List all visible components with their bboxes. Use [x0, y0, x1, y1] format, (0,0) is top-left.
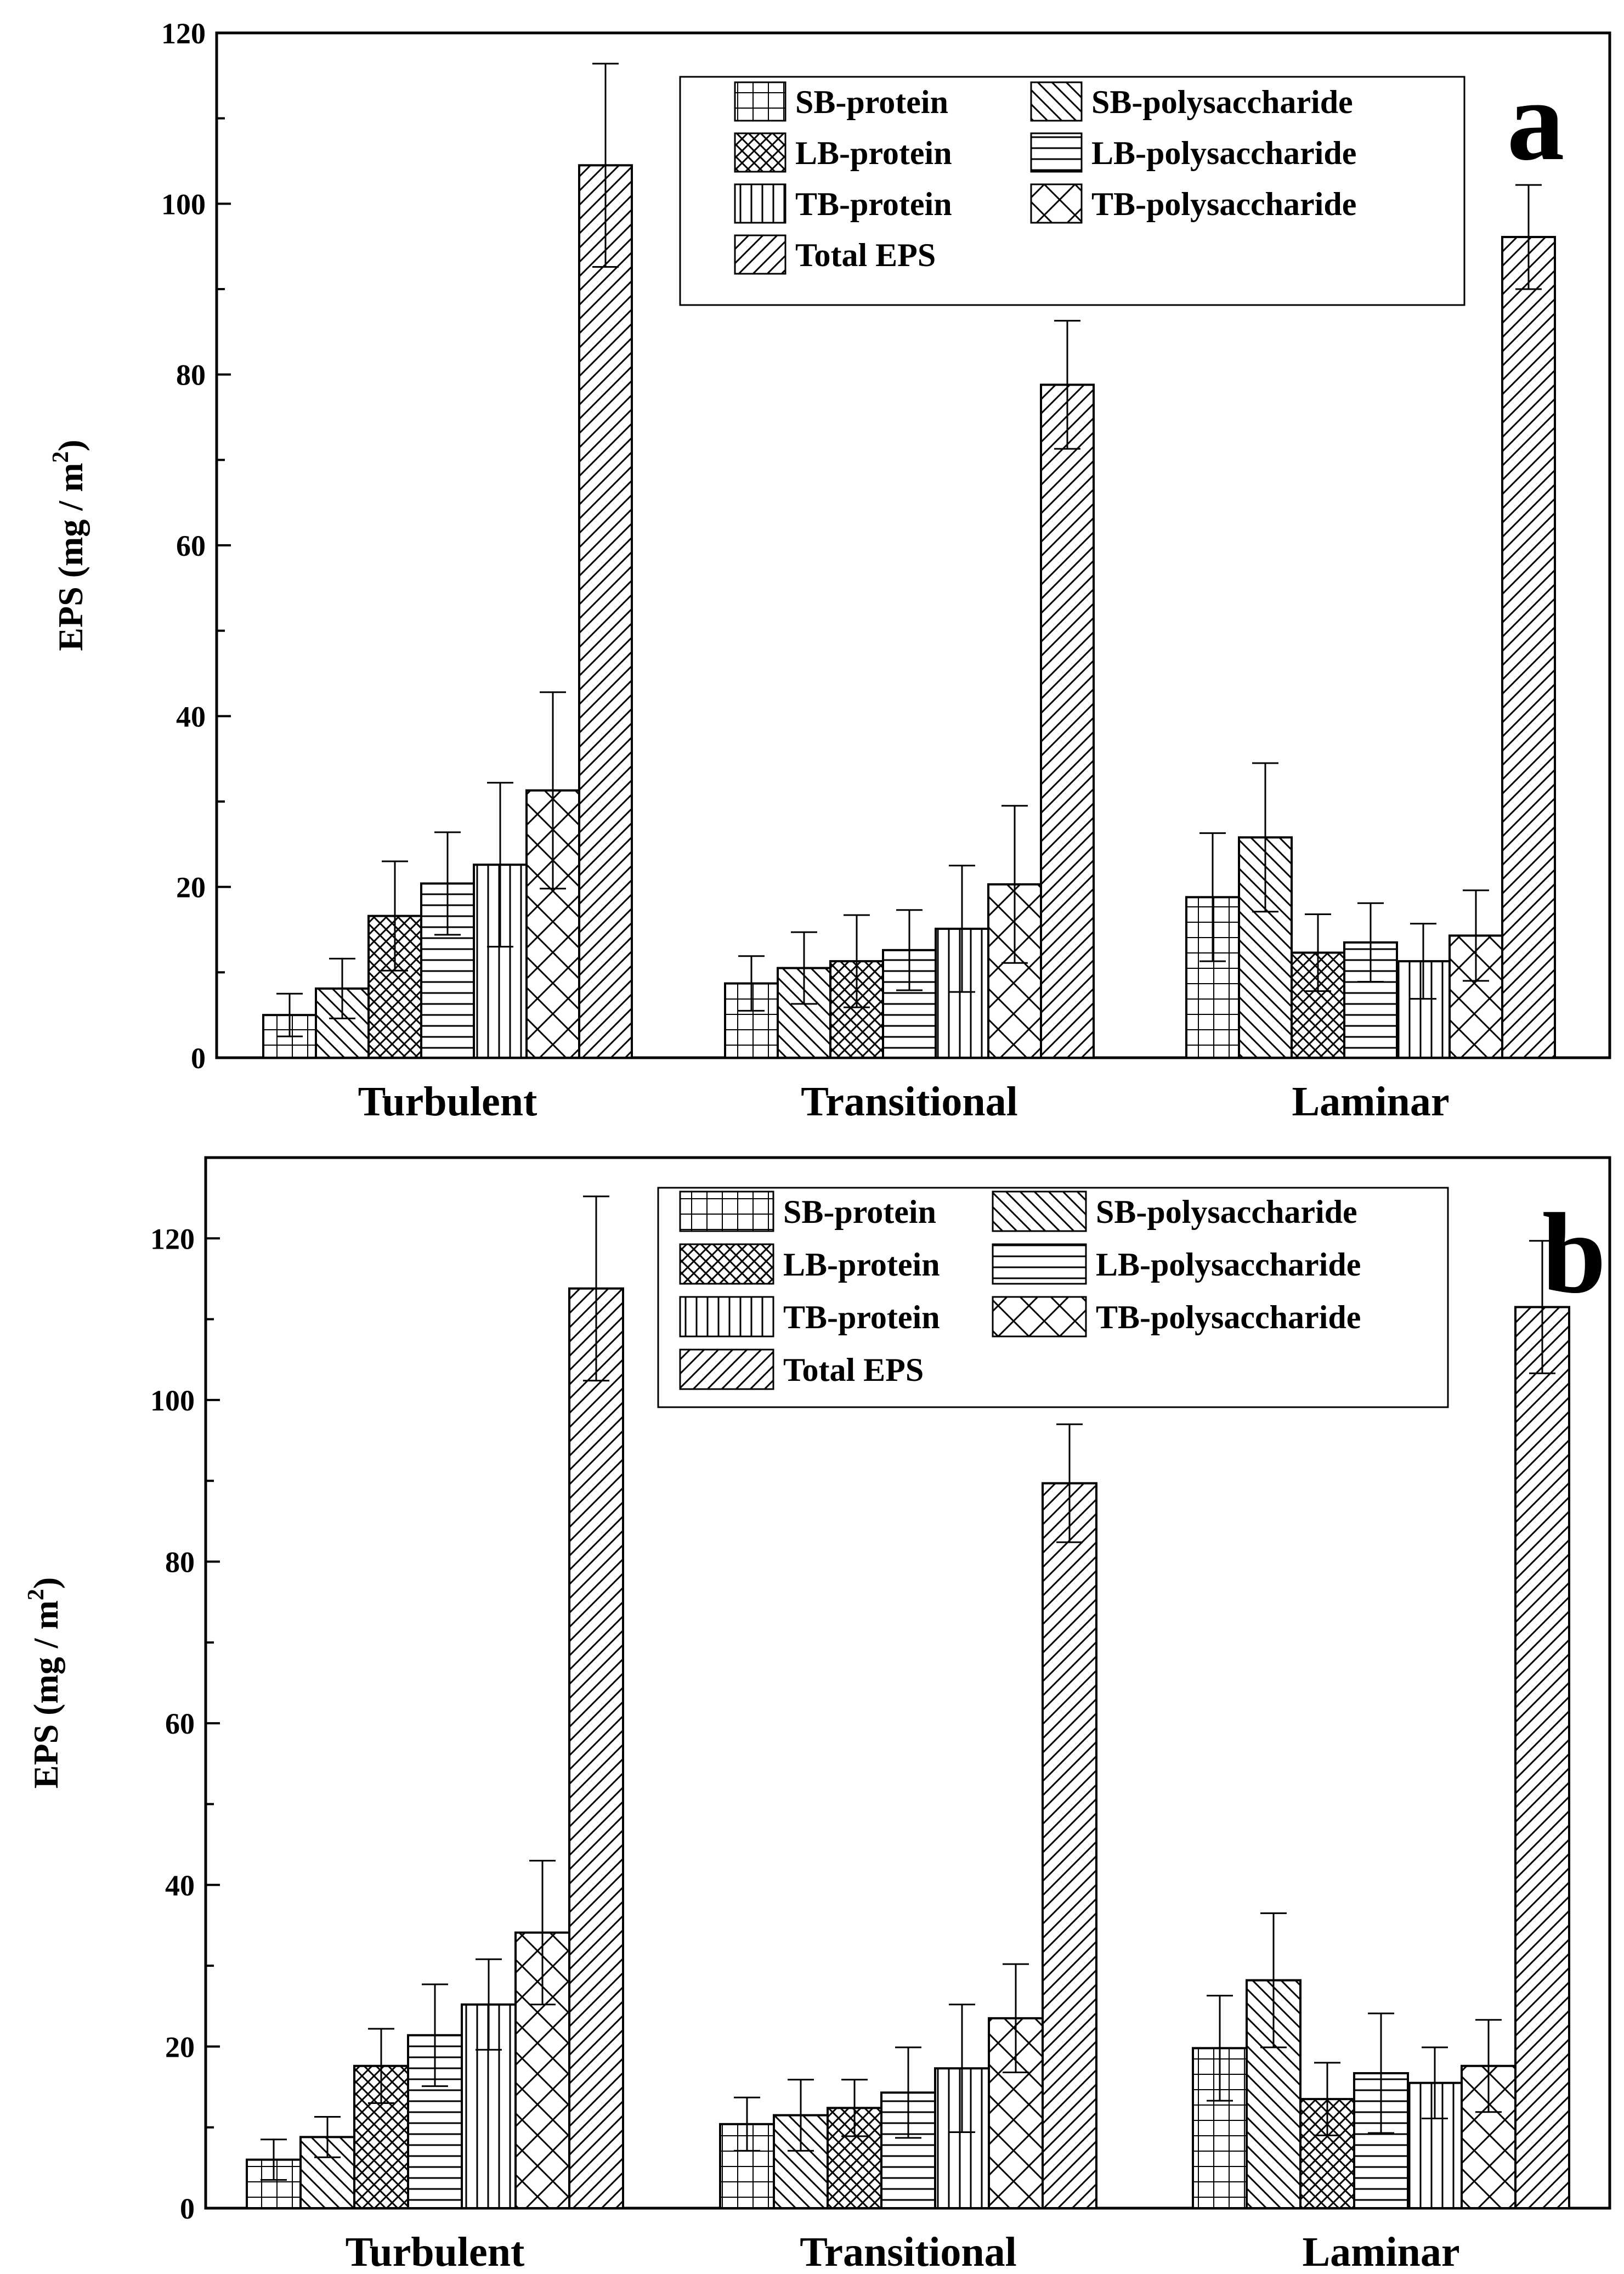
legend-label-sb-protein: SB-protein — [795, 84, 948, 120]
legend: SB-protein SB-polysaccharide LB-protein LB-… — [679, 76, 1465, 306]
legend-swatch-sb-protein — [734, 81, 786, 122]
legend-label-lb-protein: LB-protein — [783, 1246, 940, 1283]
y-axis-title-superscript: 2 — [24, 1589, 49, 1600]
bar-total-eps-transitional — [1040, 383, 1095, 1059]
y-tick-label: 20 — [176, 871, 206, 904]
bar-total-eps-turbulent — [578, 164, 633, 1059]
y-axis-title-superscript: 2 — [48, 452, 73, 463]
y-axis-title-main: EPS (mg / m — [51, 463, 90, 651]
y-tick-label: 120 — [150, 1222, 195, 1255]
category-label-laminar: Laminar — [1292, 1079, 1449, 1125]
y-tick-label: 120 — [161, 17, 206, 50]
y-tick-label: 40 — [165, 1869, 195, 1902]
legend-label-tb-polysaccharide: TB-polysaccharide — [1091, 186, 1356, 222]
category-label-transitional: Transitional — [801, 1079, 1018, 1125]
legend-swatch-tb-protein — [679, 1296, 774, 1338]
y-tick-label: 80 — [165, 1546, 195, 1579]
legend-swatch-lb-protein — [679, 1243, 774, 1285]
y-tick-label: 20 — [165, 2030, 195, 2063]
panel-a: 0 20 40 60 80 100 120 EPS (mg / m2) Turbulent Tra… — [48, 17, 1611, 1125]
y-tick-label: 60 — [165, 1707, 195, 1740]
bar-tb-protein-laminar — [1396, 960, 1451, 1059]
legend-label-lb-protein: LB-protein — [795, 135, 952, 171]
legend-label-lb-polysaccharide: LB-polysaccharide — [1091, 135, 1356, 171]
y-axis-title: EPS (mg / m2) — [48, 439, 90, 651]
legend-label-tb-protein: TB-protein — [795, 186, 952, 222]
y-tick-label: 0 — [191, 1042, 206, 1075]
bar-total-eps-turbulent — [568, 1287, 624, 2209]
bar-total-eps-transitional — [1042, 1482, 1097, 2209]
panel-b: 0 20 40 60 80 100 120 EPS (mg / m2) Turbulent Tra… — [24, 1156, 1611, 2274]
y-tick-label: 80 — [176, 359, 206, 392]
bar-total-eps-laminar — [1514, 1306, 1570, 2209]
legend-label-lb-polysaccharide: LB-polysaccharide — [1096, 1246, 1361, 1283]
legend-label-sb-polysaccharide: SB-polysaccharide — [1096, 1194, 1357, 1230]
legend-swatch-sb-protein — [679, 1190, 774, 1232]
legend-label-total-eps: Total EPS — [783, 1352, 924, 1388]
legend-swatch-sb-polysaccharide — [1030, 81, 1083, 122]
category-label-turbulent: Turbulent — [346, 2229, 525, 2274]
category-label-laminar: Laminar — [1302, 2229, 1459, 2274]
legend-swatch-sb-polysaccharide — [992, 1190, 1087, 1232]
legend-label-sb-polysaccharide: SB-polysaccharide — [1091, 84, 1353, 120]
legend-swatch-total-eps — [734, 234, 786, 275]
y-axis-title-close: ) — [26, 1577, 65, 1589]
legend-label-sb-protein: SB-protein — [783, 1194, 936, 1230]
y-tick-label: 0 — [180, 2192, 195, 2225]
legend-swatch-lb-polysaccharide — [992, 1243, 1087, 1285]
panel-letter-b: b — [1542, 1190, 1606, 1317]
legend-swatch-tb-polysaccharide — [1030, 183, 1083, 224]
y-axis-title-main: EPS (mg / m — [26, 1600, 65, 1788]
legend-swatch-total-eps — [679, 1348, 774, 1390]
legend-swatch-lb-polysaccharide — [1030, 132, 1083, 173]
legend: SB-protein SB-polysaccharide LB-protein LB-… — [657, 1187, 1449, 1408]
category-label-transitional: Transitional — [800, 2229, 1017, 2274]
y-tick-label: 60 — [176, 529, 206, 562]
bar-total-eps-laminar — [1501, 236, 1556, 1059]
y-tick-label: 100 — [161, 188, 206, 221]
legend-label-total-eps: Total EPS — [795, 237, 936, 273]
y-tick-label: 40 — [176, 700, 206, 733]
legend-label-tb-polysaccharide: TB-polysaccharide — [1096, 1299, 1361, 1335]
panel-letter-a: a — [1507, 57, 1565, 184]
legend-swatch-tb-polysaccharide — [992, 1296, 1087, 1338]
y-axis-title: EPS (mg / m2) — [24, 1577, 65, 1788]
legend-swatch-tb-protein — [734, 183, 786, 224]
legend-label-tb-protein: TB-protein — [783, 1299, 940, 1335]
y-tick-label: 100 — [150, 1384, 195, 1417]
legend-swatch-lb-protein — [734, 132, 786, 173]
category-label-turbulent: Turbulent — [358, 1079, 537, 1125]
y-axis-title-close: ) — [51, 439, 90, 451]
